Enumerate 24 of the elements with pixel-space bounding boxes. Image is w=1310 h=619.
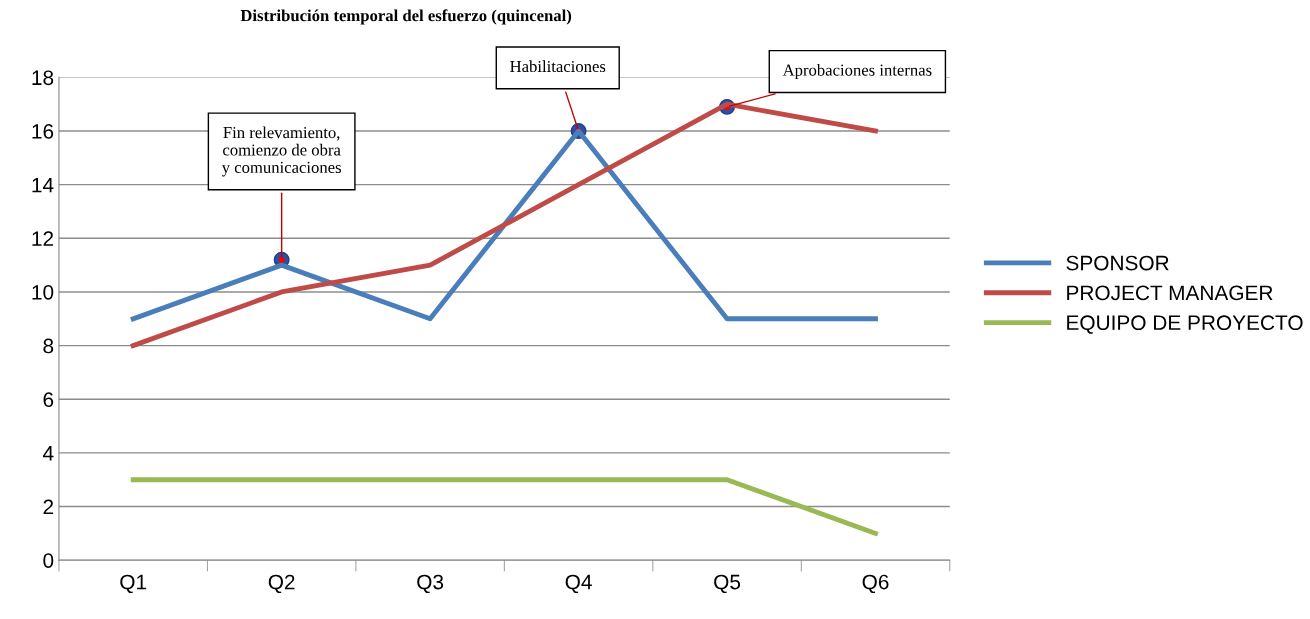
y-tick-label: 10: [32, 284, 54, 300]
chart-title: Distribución temporal del esfuerzo (quincenal): [240, 9, 572, 25]
x-tick-label: Q1: [120, 574, 147, 594]
y-tick-label: 0: [43, 553, 54, 568]
y-tick-label: 6: [43, 392, 54, 408]
x-tick-label: Q3: [417, 574, 444, 594]
annotation: Fin relevamiento, comienzo de obra y comunicaciones: [221, 126, 341, 177]
y-tick-label: 4: [42, 446, 54, 461]
y-tick-label: 8: [43, 338, 54, 354]
y-tick-label: 14: [32, 177, 54, 193]
legend-label: SPONSOR: [1066, 255, 1169, 271]
x-tick-label: Q6: [862, 574, 889, 594]
y-tick-label: 18: [32, 70, 54, 86]
legend-label: EQUIPO DE PROYECTO: [1067, 315, 1303, 334]
y-tick-label: 2: [43, 499, 54, 515]
x-tick-label: Q4: [565, 574, 592, 594]
legend-label: PROJECT MANAGER: [1067, 285, 1273, 301]
y-tick-label: 16: [32, 124, 54, 139]
line-series: [130, 101, 878, 349]
annotation: Habilitaciones: [510, 60, 606, 73]
annotation: Aprobaciones internas: [782, 63, 932, 80]
x-tick-label: Q5: [714, 574, 741, 594]
y-tick-label: 12: [32, 231, 54, 246]
x-tick-label: Q2: [268, 574, 295, 594]
